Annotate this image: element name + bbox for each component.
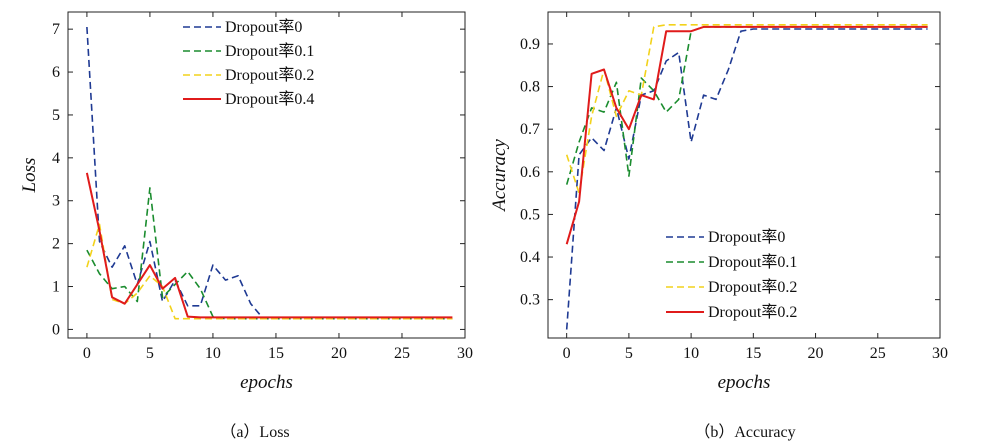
caption-accuracy: （b）Accuracy [694, 423, 795, 441]
x-tick-label: 25 [394, 345, 410, 362]
y-tick-label: 0.9 [520, 36, 540, 53]
plot-frame [547, 11, 941, 339]
x-tick-label: 10 [205, 345, 221, 362]
series-line-4 [85, 172, 453, 319]
y-tick-label: 7 [52, 21, 60, 38]
series-line-3 [565, 23, 928, 194]
legend-label-4: Dropout率0.4 [225, 90, 314, 108]
x-tick-label: 30 [932, 345, 948, 362]
series-line-2 [86, 187, 453, 320]
y-tick-label: 5 [52, 107, 60, 124]
x-tick-label: 5 [625, 345, 633, 362]
x-tick-label: 15 [268, 345, 284, 362]
y-tick-label: 0.8 [520, 79, 540, 96]
loss-chart: 0 5 10 15 20 25 30 0 1 2 3 4 5 6 7 epochs Loss Dropout率0 D… [19, 11, 473, 393]
x-axis-label: epochs [240, 372, 293, 393]
y-tick-label: 0.5 [520, 206, 540, 223]
series-line-1 [565, 28, 928, 330]
x-tick-label: 25 [870, 345, 886, 362]
y-tick-label: 3 [52, 193, 60, 210]
x-tick-label: 10 [683, 345, 699, 362]
series-line-3 [86, 223, 453, 320]
y-tick-label: 0.6 [520, 164, 540, 181]
plot-frame [67, 11, 466, 339]
series-line-4 [565, 25, 928, 245]
y-tick-label: 0.4 [520, 249, 540, 266]
x-tick-label: 0 [563, 345, 571, 362]
y-tick-label: 6 [52, 64, 60, 81]
caption-loss: （a）Loss [220, 423, 289, 441]
y-tick-label: 0.7 [520, 121, 540, 138]
legend-label-1: Dropout率0 [708, 228, 785, 246]
y-axis-label: Loss [19, 158, 40, 194]
legend-label-3: Dropout率0.2 [225, 66, 314, 84]
legend-label-2: Dropout率0.1 [225, 42, 314, 60]
y-tick-label: 0.3 [520, 292, 540, 309]
x-tick-label: 0 [83, 345, 91, 362]
y-axis-label: Accuracy [489, 139, 510, 213]
x-tick-label: 20 [331, 345, 347, 362]
x-axis-label: epochs [718, 372, 771, 393]
legend-label-3: Dropout率0.2 [708, 278, 797, 296]
legend-label-4: Dropout率0.2 [708, 303, 797, 321]
legend-label-2: Dropout率0.1 [708, 253, 797, 271]
y-tick-label: 4 [52, 150, 60, 167]
series-line-2 [565, 26, 928, 185]
x-tick-label: 5 [146, 345, 154, 362]
series-line-1 [86, 26, 453, 320]
x-tick-label: 20 [808, 345, 824, 362]
x-tick-label: 15 [745, 345, 761, 362]
y-tick-label: 0 [52, 321, 60, 338]
accuracy-chart: 0 5 10 15 20 25 30 0.3 0.4 0.5 0.6 0.7 0.8 0.9 epochs A… [489, 11, 948, 393]
legend-label-1: Dropout率0 [225, 18, 302, 36]
x-tick-label: 30 [457, 345, 473, 362]
y-tick-label: 1 [52, 279, 60, 296]
y-tick-label: 2 [52, 236, 60, 253]
